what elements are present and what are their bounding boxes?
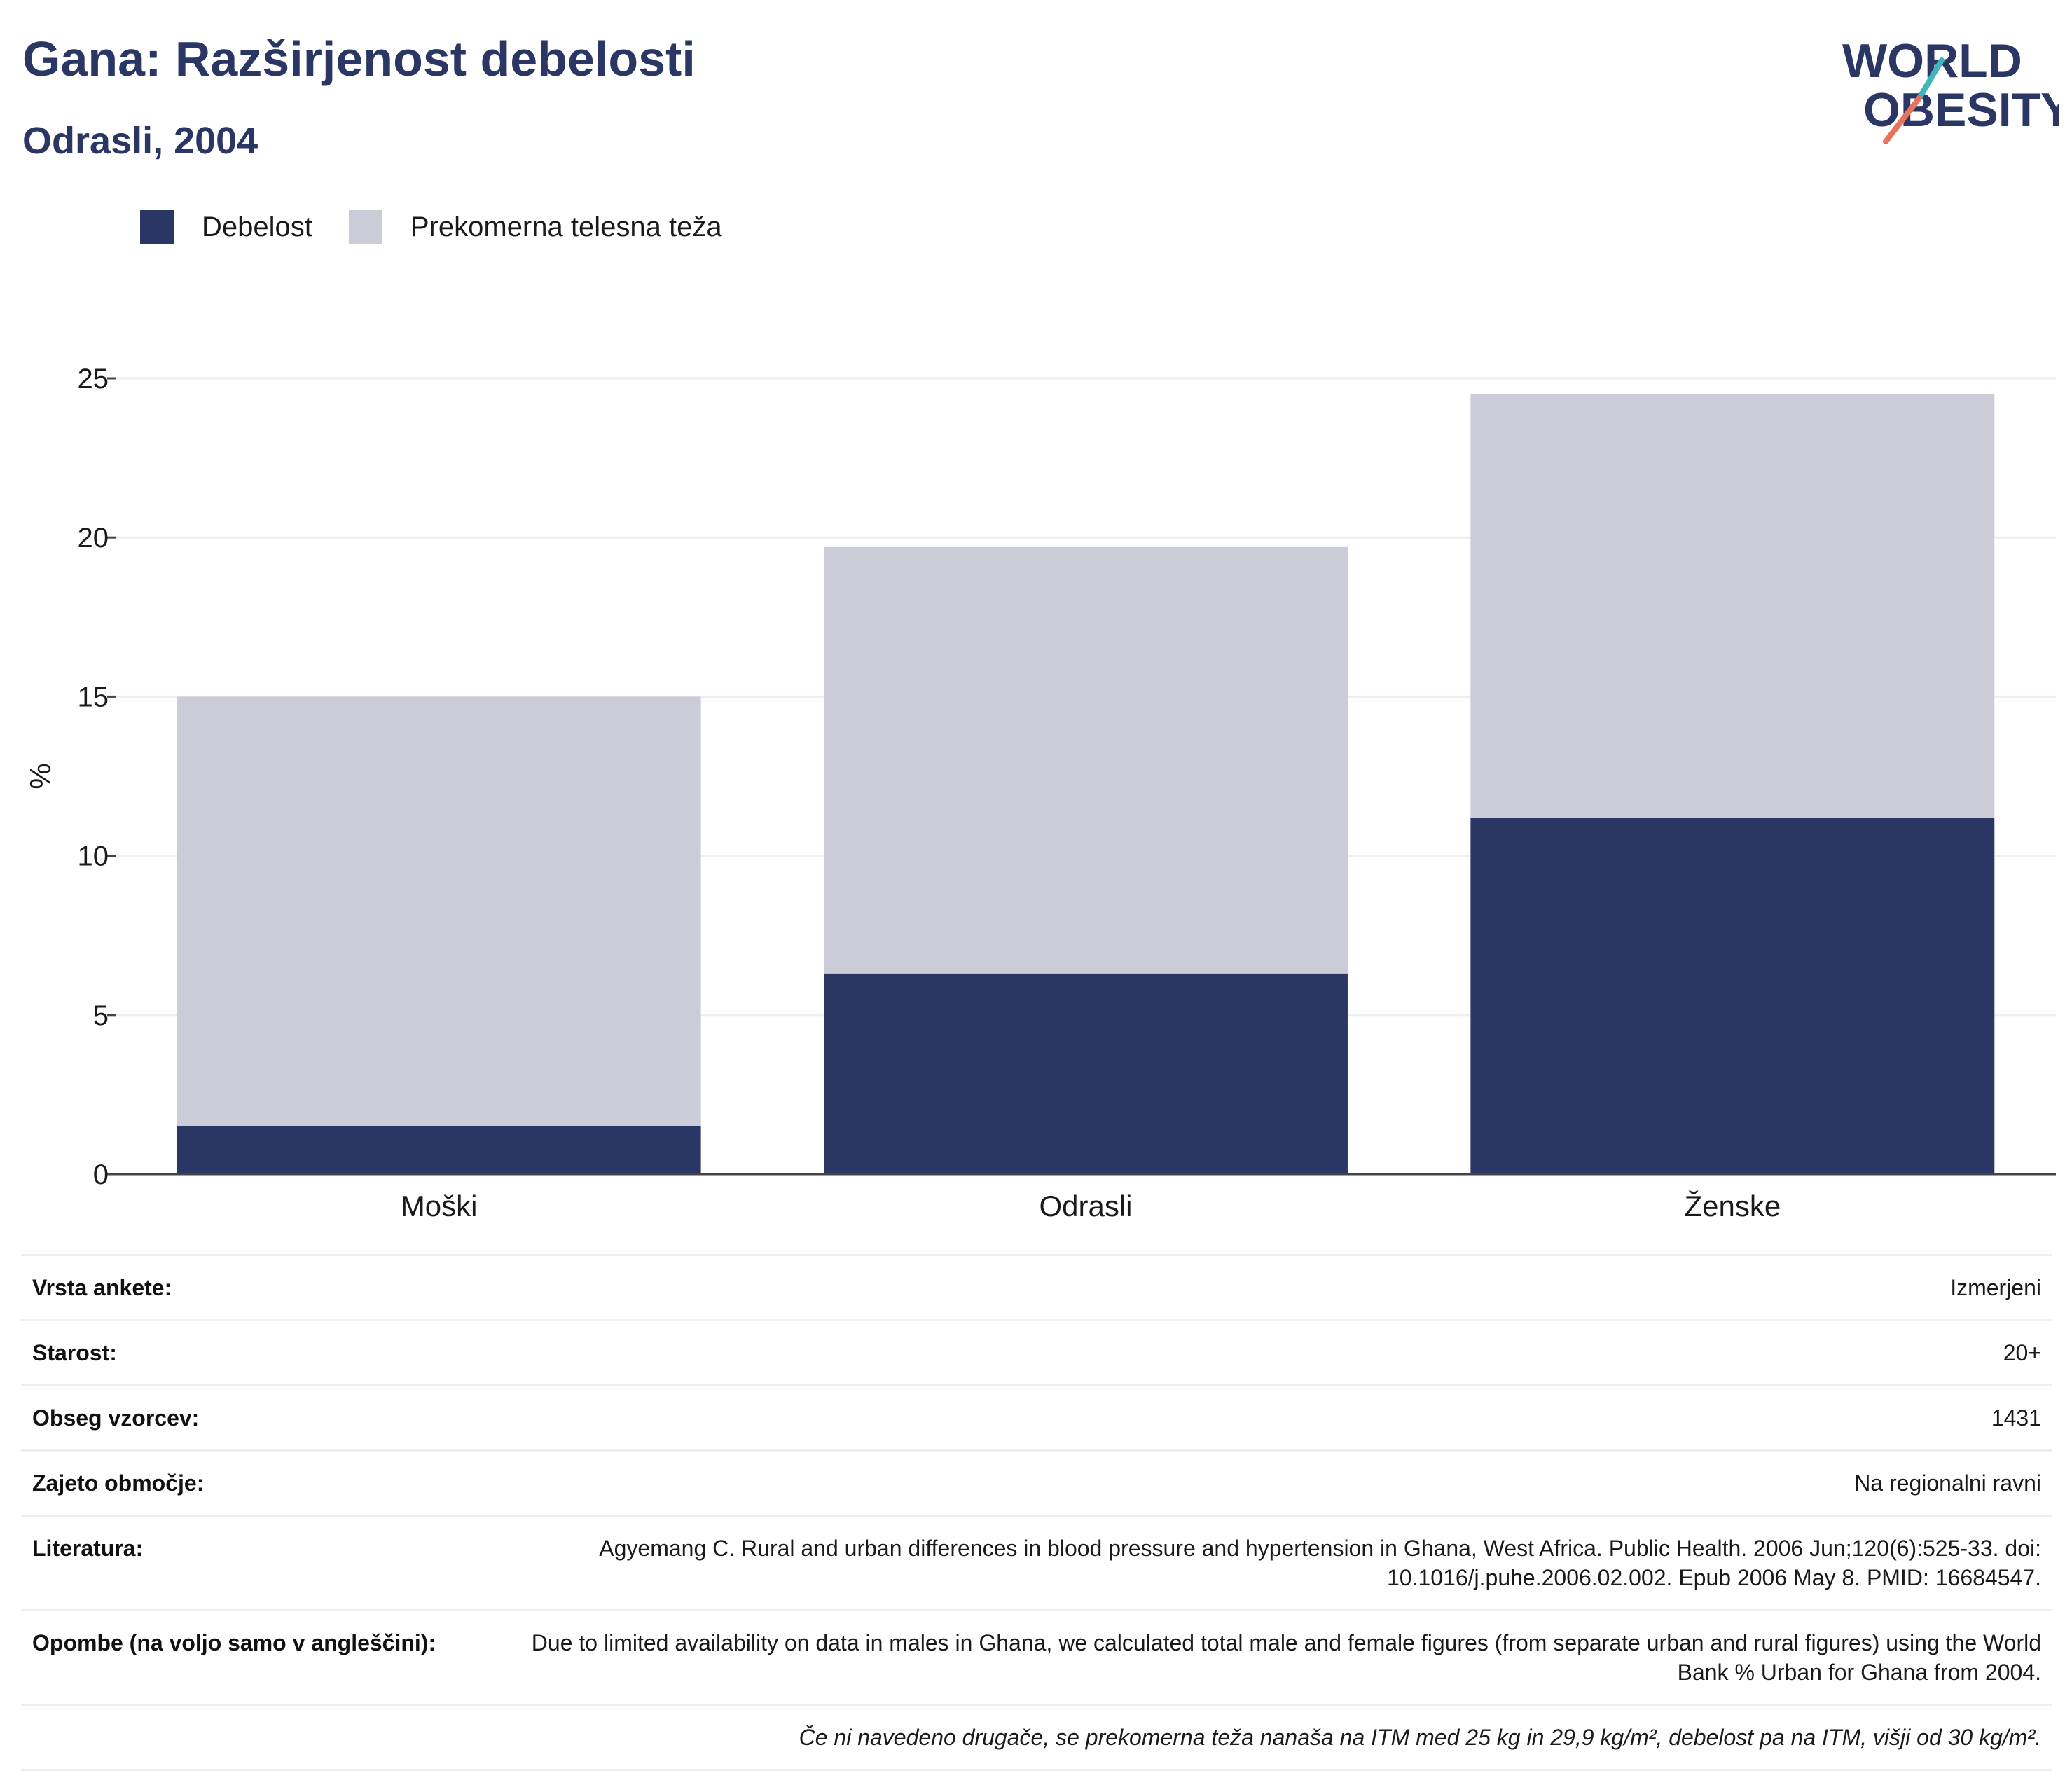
bar-obesity — [824, 973, 1348, 1174]
y-tick-label: 5 — [93, 1000, 109, 1031]
legend-label-obesity: Debelost — [202, 211, 312, 242]
chart-title: Gana: Razširjenost debelosti — [22, 32, 696, 86]
info-value: Agyemang C. Rural and urban differences … — [599, 1536, 2041, 1590]
logo-slash-teal — [1916, 57, 1945, 101]
y-axis-label: % — [24, 763, 57, 789]
y-tick-label: 20 — [78, 523, 109, 553]
info-label: Obseg vzorcev: — [32, 1405, 200, 1431]
x-tick-label: Moški — [401, 1190, 478, 1222]
info-row-footnote: Če ni navedeno drugače, se prekomerna te… — [21, 1706, 2052, 1771]
y-tick-label: 0 — [93, 1159, 109, 1190]
bar-obesity — [177, 1126, 701, 1174]
legend-swatch-overweight — [348, 210, 382, 244]
legend-item-obesity[interactable]: Debelost — [140, 210, 312, 244]
legend-item-overweight[interactable]: Prekomerna telesna teža — [348, 210, 722, 244]
bar-overweight — [1470, 394, 1995, 818]
info-value: Due to limited availability on data in m… — [531, 1630, 2041, 1685]
bar-overweight — [824, 546, 1348, 974]
x-tick-label: Odrasli — [1039, 1190, 1132, 1222]
info-value: 1431 — [1991, 1405, 2041, 1431]
info-row-references: Literatura: Agyemang C. Rural and urban … — [21, 1517, 2052, 1611]
world-obesity-logo: WORLD OBESITY — [1842, 34, 2059, 144]
x-tick-label: Ženske — [1684, 1190, 1781, 1222]
info-row-sample-size: Obseg vzorcev: 1431 — [21, 1386, 2052, 1452]
info-row-area-covered: Zajeto območje: Na regionalni ravni — [21, 1452, 2052, 1517]
info-label: Literatura: — [32, 1536, 144, 1561]
info-row-survey-type: Vrsta ankete: Izmerjeni — [21, 1256, 2052, 1321]
y-tick-label: 10 — [78, 841, 109, 872]
info-label: Vrsta ankete: — [32, 1275, 172, 1300]
info-value: Izmerjeni — [1950, 1275, 2041, 1300]
info-label: Opombe (na voljo samo v angleščini): — [32, 1630, 436, 1655]
chart-subtitle: Odrasli, 2004 — [22, 120, 258, 162]
info-label: Zajeto območje: — [32, 1470, 205, 1496]
survey-info-table: Vrsta ankete: Izmerjeni Starost: 20+ Obs… — [21, 1254, 2052, 1771]
info-value: 20+ — [2003, 1340, 2041, 1365]
y-tick-label: 25 — [78, 364, 109, 394]
y-tick-label: 15 — [78, 682, 109, 712]
bar-chart: 0 5 10 15 20 25% Moški Odrasli Ženske — [24, 364, 2056, 1222]
info-row-age: Starost: 20+ — [21, 1321, 2052, 1386]
info-row-notes: Opombe (na voljo samo v angleščini): Due… — [21, 1611, 2052, 1706]
legend-swatch-obesity — [140, 210, 174, 244]
logo-slash-coral — [1883, 95, 1922, 144]
info-value: Na regionalni ravni — [1854, 1470, 2041, 1496]
bar-obesity — [1470, 818, 1995, 1174]
info-label: Starost: — [32, 1340, 117, 1365]
chart-legend: Debelost Prekomerna telesna teža — [140, 207, 759, 247]
bmi-definition-note: Če ni navedeno drugače, se prekomerna te… — [799, 1725, 2041, 1750]
bar-overweight — [177, 696, 701, 1126]
legend-label-overweight: Prekomerna telesna teža — [410, 211, 722, 242]
